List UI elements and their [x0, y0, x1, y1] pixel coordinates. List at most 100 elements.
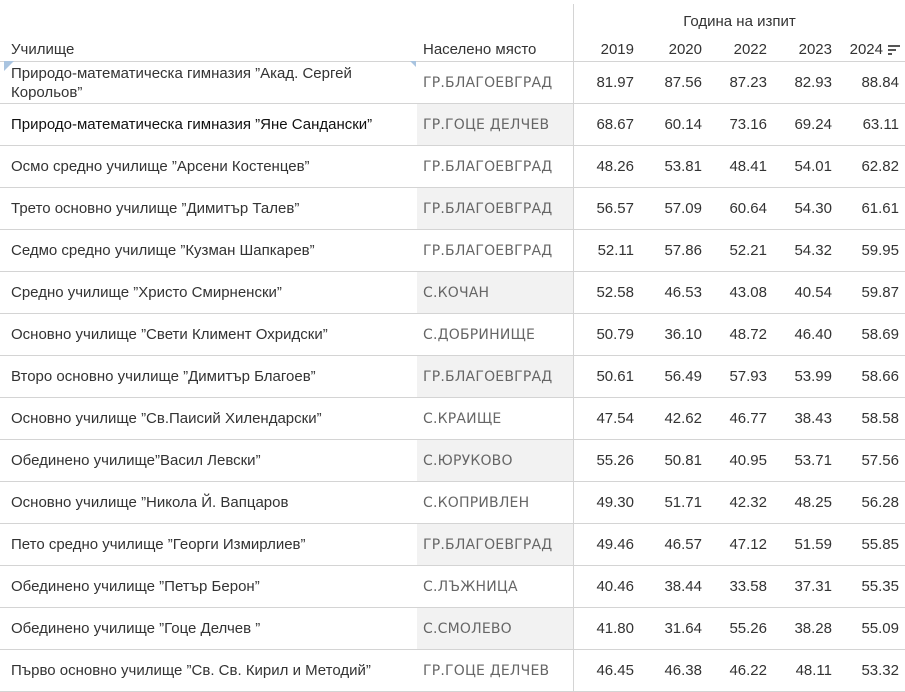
school-cell: Пето средно училище ”Георги Измирлиев” — [11, 536, 306, 553]
school-cell: Трето основно училище ”Димитър Талев” — [11, 200, 300, 217]
table-header: Година на изпит Училище Населено място 2… — [0, 0, 905, 62]
score-cell-2022: 40.95 — [729, 452, 767, 469]
score-cell-2019: 48.26 — [596, 158, 634, 175]
score-cell-2023: 54.01 — [794, 158, 832, 175]
score-cell-2022: 48.41 — [729, 158, 767, 175]
sort-descending-icon[interactable] — [888, 45, 900, 56]
column-divider — [573, 104, 574, 146]
year-group-label: Година на изпит — [683, 13, 796, 30]
score-cell-2020: 38.44 — [664, 578, 702, 595]
score-cell-2020: 60.14 — [664, 116, 702, 133]
score-cell-2020: 50.81 — [664, 452, 702, 469]
place-cell: ГР.БЛАГОЕВГРАД — [423, 158, 553, 175]
column-divider — [573, 398, 574, 440]
score-cell-2023: 48.25 — [794, 494, 832, 511]
score-cell-2023: 37.31 — [794, 578, 832, 595]
table-row[interactable]: Природо-математическа гимназия ”Яне Санд… — [0, 104, 905, 146]
table-row[interactable]: Пето средно училище ”Георги Измирлиев” ГР… — [0, 524, 905, 566]
score-cell-2024: 58.69 — [861, 326, 899, 343]
year-2024-header[interactable]: 2024 — [849, 41, 883, 58]
score-cell-2020: 36.10 — [664, 326, 702, 343]
score-cell-2019: 41.80 — [596, 620, 634, 637]
year-2023-header[interactable]: 2023 — [798, 41, 832, 58]
table-row[interactable]: Основно училище ”Свети Климент Охридски”… — [0, 314, 905, 356]
place-cell: С.ЛЪЖНИЦА — [423, 578, 518, 595]
table-row[interactable]: Трето основно училище ”Димитър Талев” ГР.… — [0, 188, 905, 230]
column-divider — [573, 4, 574, 61]
score-cell-2023: 54.30 — [794, 200, 832, 217]
school-column-header[interactable]: Училище — [11, 41, 75, 58]
table-row[interactable]: Основно училище ”Никола Й. Вапцаров С.КОП… — [0, 482, 905, 524]
column-divider — [573, 188, 574, 230]
year-2020-header[interactable]: 2020 — [668, 41, 702, 58]
score-cell-2022: 47.12 — [729, 536, 767, 553]
score-cell-2019: 49.46 — [596, 536, 634, 553]
table-row[interactable]: Седмо средно училище ”Кузман Шапкарев” ГР… — [0, 230, 905, 272]
column-divider — [573, 356, 574, 398]
table-row[interactable]: Обединено училище ”Гоце Делчев ” С.СМОЛЕВ… — [0, 608, 905, 650]
score-cell-2023: 46.40 — [794, 326, 832, 343]
score-cell-2024: 58.58 — [861, 410, 899, 427]
place-cell: С.СМОЛЕВО — [417, 608, 573, 649]
table-row[interactable]: Осмо средно училище ”Арсени Костенцев” ГР… — [0, 146, 905, 188]
place-cell: С.КРАИЩЕ — [423, 410, 502, 427]
score-cell-2023: 38.28 — [794, 620, 832, 637]
column-divider — [573, 566, 574, 608]
place-cell: С.КОПРИВЛЕН — [423, 494, 530, 511]
school-cell: Второ основно училище ”Димитър Благоев” — [11, 368, 316, 385]
column-divider — [573, 440, 574, 482]
year-2019-header[interactable]: 2019 — [600, 41, 634, 58]
score-cell-2019: 40.46 — [596, 578, 634, 595]
score-cell-2020: 46.38 — [664, 662, 702, 679]
column-divider — [573, 608, 574, 650]
score-cell-2019: 50.79 — [596, 326, 634, 343]
table-row[interactable]: Обединено училище ”Петър Берон” С.ЛЪЖНИЦА… — [0, 566, 905, 608]
place-column-header[interactable]: Населено място — [423, 41, 537, 58]
score-cell-2019: 81.97 — [596, 74, 634, 91]
school-cell: Природо-математическа гимназия ”Акад. Се… — [11, 64, 352, 101]
table-row[interactable]: Основно училище ”Св.Паисий Хилендарски” С… — [0, 398, 905, 440]
score-cell-2024: 55.35 — [861, 578, 899, 595]
place-cell: С.ЮРУКОВО — [417, 440, 573, 481]
score-cell-2023: 38.43 — [794, 410, 832, 427]
score-cell-2020: 57.09 — [664, 200, 702, 217]
score-cell-2019: 47.54 — [596, 410, 634, 427]
score-cell-2019: 46.45 — [596, 662, 634, 679]
score-cell-2022: 33.58 — [729, 578, 767, 595]
score-cell-2020: 56.49 — [664, 368, 702, 385]
place-cell: С.ДОБРИНИЩЕ — [423, 326, 536, 343]
place-cell: ГР.БЛАГОЕВГРАД — [417, 356, 573, 397]
score-cell-2024: 59.95 — [861, 242, 899, 259]
table-row[interactable]: Средно училище ”Христо Смирненски” С.КОЧА… — [0, 272, 905, 314]
score-cell-2022: 48.72 — [729, 326, 767, 343]
score-cell-2022: 60.64 — [729, 200, 767, 217]
score-cell-2024: 63.11 — [862, 116, 899, 133]
score-cell-2023: 40.54 — [794, 284, 832, 301]
place-cell: ГР.БЛАГОЕВГРАД — [417, 188, 573, 229]
score-cell-2020: 53.81 — [664, 158, 702, 175]
column-divider — [573, 314, 574, 356]
table-row[interactable]: Първо основно училище ”Св. Св. Кирил и М… — [0, 650, 905, 692]
column-divider — [573, 482, 574, 524]
school-cell: Осмо средно училище ”Арсени Костенцев” — [11, 158, 310, 175]
score-cell-2022: 42.32 — [729, 494, 767, 511]
year-2022-header[interactable]: 2022 — [733, 41, 767, 58]
place-cell: ГР.ГОЦЕ ДЕЛЧЕВ — [423, 662, 550, 679]
score-cell-2024: 59.87 — [861, 284, 899, 301]
score-cell-2022: 46.77 — [729, 410, 767, 427]
table-body: Природо-математическа гимназия ”Акад. Се… — [0, 62, 905, 692]
score-cell-2024: 53.32 — [861, 662, 899, 679]
place-cell: ГР.БЛАГОЕВГРАД — [423, 242, 553, 259]
score-cell-2019: 52.58 — [596, 284, 634, 301]
table-row[interactable]: Второ основно училище ”Димитър Благоев” Г… — [0, 356, 905, 398]
score-cell-2022: 43.08 — [729, 284, 767, 301]
score-cell-2024: 57.56 — [861, 452, 899, 469]
table-row[interactable]: Обединено училище”Васил Левски” С.ЮРУКОВО… — [0, 440, 905, 482]
table-row[interactable]: Природо-математическа гимназия ”Акад. Се… — [0, 62, 905, 104]
score-cell-2023: 82.93 — [794, 74, 832, 91]
score-cell-2024: 88.84 — [861, 74, 899, 91]
school-cell: Обединено училище”Васил Левски” — [11, 452, 261, 469]
school-cell: Обединено училище ”Гоце Делчев ” — [11, 620, 261, 637]
score-cell-2019: 68.67 — [596, 116, 634, 133]
